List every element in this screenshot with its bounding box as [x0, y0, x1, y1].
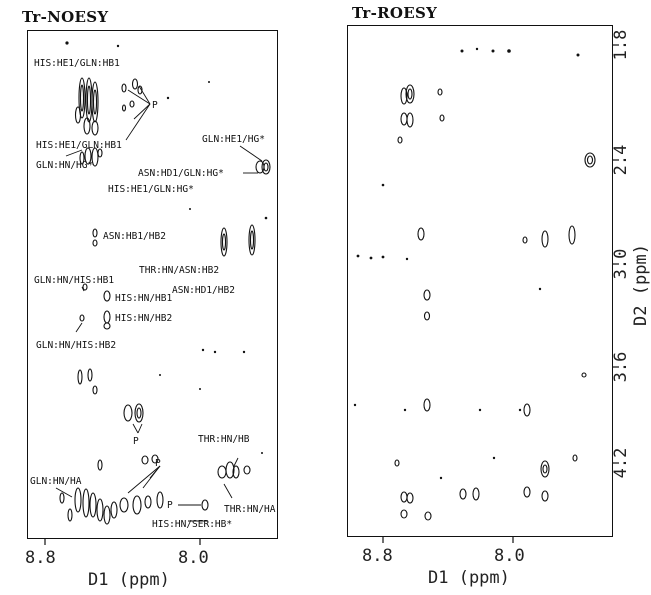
x-tick-label: 8.0: [494, 546, 525, 566]
annotation-label: HIS:HE1/GLN:HG*: [108, 184, 194, 195]
noesy-title: Tr-NOESY: [22, 8, 109, 26]
x-axis-label: D1 (ppm): [88, 570, 170, 590]
x-tick-label: 8.0: [178, 548, 209, 568]
y-tick-label: 1.8: [611, 30, 631, 61]
roesy-title: Tr-ROESY: [352, 4, 438, 22]
roesy-spectrum-frame: [347, 25, 613, 537]
annotation-label: ASN:HD1/HB2: [172, 285, 235, 296]
annotation-label: THR:HN/HB: [198, 434, 250, 445]
y-tick-label: 2.4: [611, 145, 631, 176]
annotation-label: THR:HN/HA: [224, 504, 276, 515]
annotation-label: HIS:HN/SER:HB*: [152, 519, 232, 530]
annotation-label: HIS:HN/HB1: [115, 293, 172, 304]
x-tick-label: 8.8: [25, 548, 56, 568]
x-tick-label: 8.8: [362, 546, 393, 566]
annotation-label: ASN:HD1/GLN:HG*: [138, 168, 224, 179]
annotation-label: GLN:HE1/HG*: [202, 134, 265, 145]
annotation-label: P: [152, 100, 158, 111]
noesy-spectrum-frame: [27, 30, 278, 539]
noesy-label-leaders: [55, 85, 263, 522]
y-tick-label: 3.6: [611, 352, 631, 383]
noesy-peak-annotations: HIS:HE1/GLN:HB1 P HIS:HE1/GLN:HB1 GLN:HE…: [30, 58, 276, 530]
annotation-label: THR:HN/ASN:HB2: [139, 265, 219, 276]
annotation-label: HIS:HN/HB2: [115, 313, 172, 324]
noesy-x-axis: 8.8 8.0 D1 (ppm): [25, 539, 209, 590]
annotation-label: GLN:HN/HA: [30, 476, 82, 487]
annotation-label: ASN:HB1/HB2: [103, 231, 166, 242]
y-tick-label: 3.0: [611, 249, 631, 280]
annotation-label: P: [155, 458, 161, 469]
y-axis-label: D2 (ppm): [631, 244, 651, 326]
annotation-label: GLN:HN/HIS:HB1: [34, 275, 114, 286]
noesy-contours: [59, 77, 271, 525]
annotation-label: HIS:HE1/GLN:HB1: [36, 140, 122, 151]
roesy-contours: [394, 84, 596, 521]
y-tick-label: 4.2: [611, 448, 631, 479]
noise-dots: [65, 41, 580, 480]
x-axis-label: D1 (ppm): [428, 568, 510, 588]
annotation-label: GLN:HN/HIS:HB2: [36, 340, 116, 351]
annotation-label: P: [167, 500, 173, 511]
roesy-y-axis: 1.8 2.4 3.0 3.6 4.2 D2 (ppm): [611, 30, 651, 479]
roesy-x-axis: 8.8 8.0 D1 (ppm): [362, 537, 525, 588]
annotation-label: GLN:HN/HG*: [36, 160, 93, 171]
annotation-label: P: [133, 436, 139, 447]
annotation-label: HIS:HE1/GLN:HB1: [34, 58, 120, 69]
